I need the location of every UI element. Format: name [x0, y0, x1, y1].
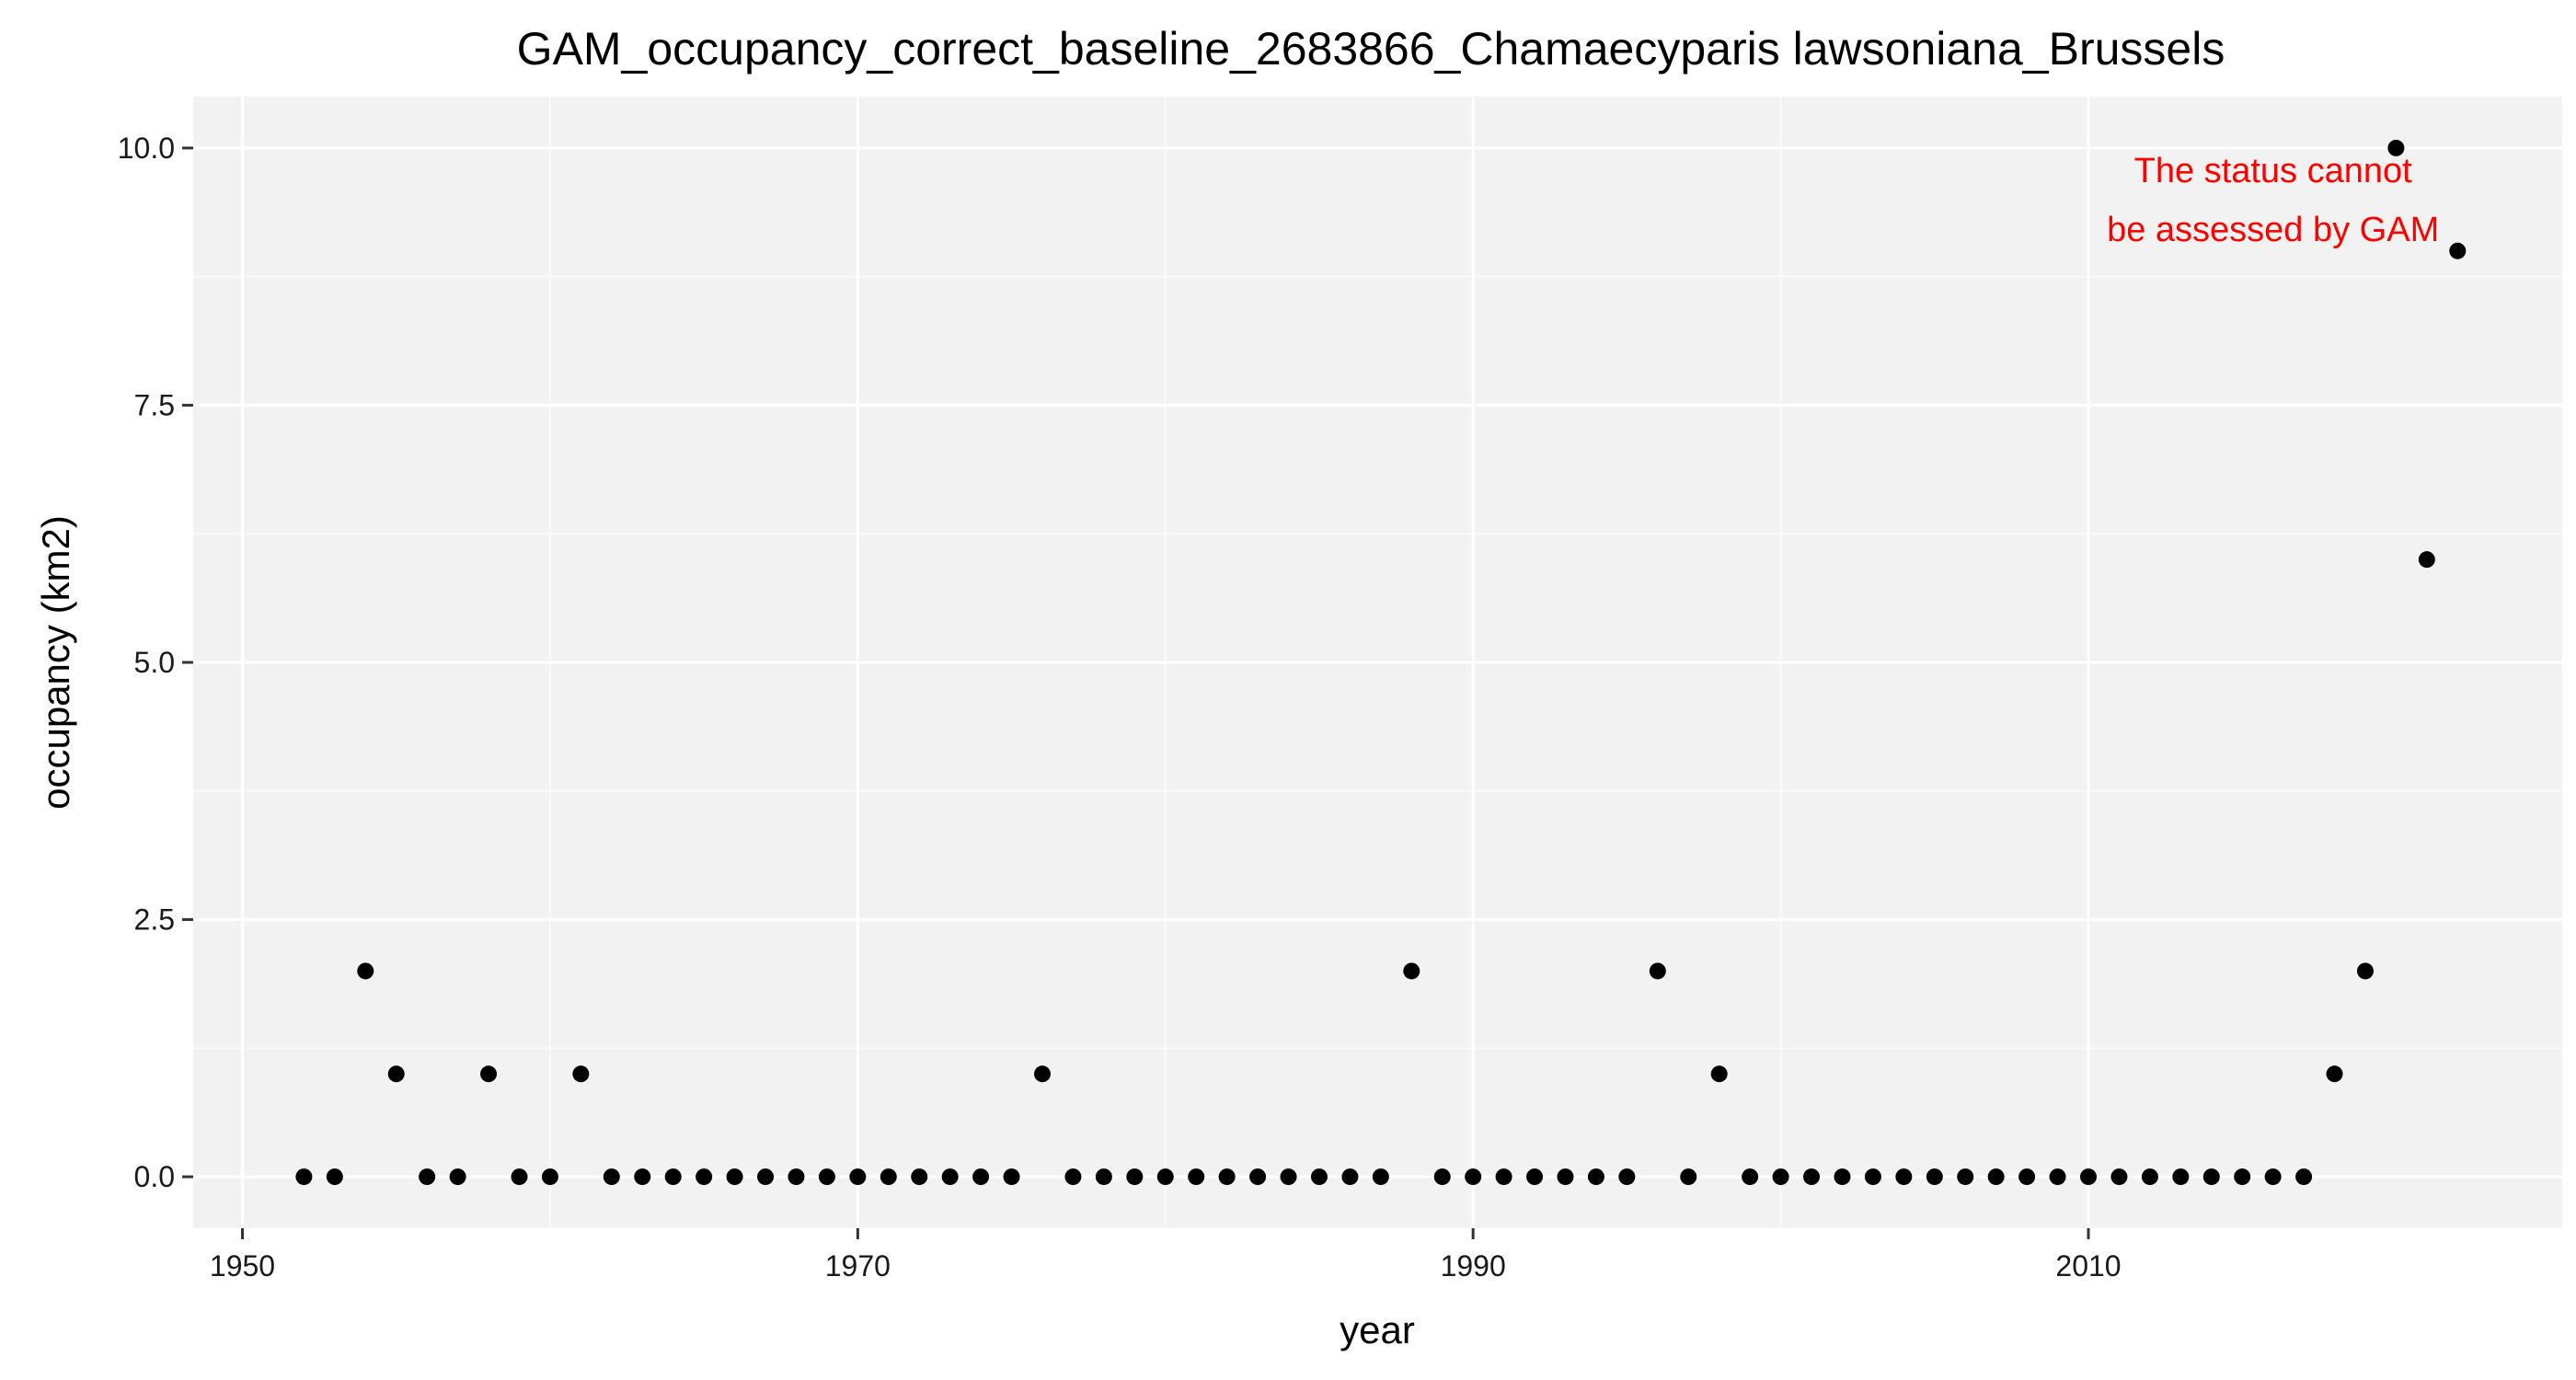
data-point: [357, 962, 374, 980]
data-point: [419, 1168, 436, 1186]
data-point: [1433, 1168, 1451, 1186]
x-axis: 1950 1970 1990 2010: [210, 1228, 2122, 1282]
data-point: [1126, 1168, 1144, 1186]
data-point: [1772, 1168, 1789, 1186]
data-point: [911, 1168, 928, 1186]
data-point: [818, 1168, 835, 1186]
data-point: [1280, 1168, 1297, 1186]
data-point: [2018, 1168, 2036, 1186]
data-point: [1156, 1168, 1174, 1186]
chart-title: GAM_occupancy_correct_baseline_2683866_C…: [517, 23, 2225, 75]
data-point: [664, 1168, 682, 1186]
data-point: [1649, 962, 1666, 980]
y-axis: 0.0 2.5 5.0 7.5 10.0: [118, 132, 193, 1193]
data-point: [2295, 1168, 2313, 1186]
data-point: [295, 1168, 313, 1186]
data-point: [2418, 551, 2435, 569]
data-point: [634, 1168, 651, 1186]
data-point: [541, 1168, 558, 1186]
annotation: The status cannot be assessed by GAM: [2107, 152, 2439, 249]
data-point: [1680, 1168, 1697, 1186]
data-point: [726, 1168, 743, 1186]
data-point: [2264, 1168, 2282, 1186]
data-point: [326, 1168, 343, 1186]
y-tick-label: 5.0: [134, 646, 175, 679]
y-tick-label: 7.5: [134, 388, 175, 421]
data-point: [1095, 1168, 1112, 1186]
data-point: [2110, 1168, 2128, 1186]
data-point: [387, 1065, 405, 1083]
data-point: [480, 1065, 498, 1083]
data-point: [1372, 1168, 1389, 1186]
annotation-line: be assessed by GAM: [2107, 211, 2439, 249]
x-tick-label: 1970: [825, 1249, 891, 1282]
data-point: [1249, 1168, 1267, 1186]
data-point: [2141, 1168, 2158, 1186]
data-point: [1033, 1065, 1051, 1083]
x-axis-title: year: [1340, 1308, 1415, 1351]
annotation-line: The status cannot: [2134, 152, 2413, 190]
data-point: [2202, 1168, 2220, 1186]
data-point: [1926, 1168, 1943, 1186]
data-points: [295, 139, 2467, 1186]
data-point: [511, 1168, 528, 1186]
data-point: [1987, 1168, 2005, 1186]
y-tick-label: 10.0: [118, 132, 175, 165]
data-point: [2449, 242, 2467, 259]
data-point: [788, 1168, 805, 1186]
data-point: [1403, 962, 1420, 980]
data-point: [1957, 1168, 1974, 1186]
data-point: [1064, 1168, 1082, 1186]
data-point: [880, 1168, 897, 1186]
x-tick-label: 1950: [210, 1249, 275, 1282]
data-point: [1557, 1168, 1574, 1186]
data-point: [1742, 1168, 1759, 1186]
data-point: [1710, 1065, 1728, 1083]
data-point: [1864, 1168, 1881, 1186]
data-point: [1587, 1168, 1604, 1186]
data-point: [2049, 1168, 2066, 1186]
data-point: [1310, 1168, 1328, 1186]
data-point: [1341, 1168, 1359, 1186]
data-point: [1618, 1168, 1636, 1186]
data-point: [572, 1065, 590, 1083]
data-point: [972, 1168, 990, 1186]
y-tick-label: 0.0: [134, 1160, 175, 1193]
x-tick-label: 2010: [2055, 1249, 2121, 1282]
x-tick-label: 1990: [1441, 1249, 1506, 1282]
data-point: [849, 1168, 867, 1186]
data-point: [2326, 1065, 2343, 1083]
data-point: [1895, 1168, 1913, 1186]
data-point: [2234, 1168, 2251, 1186]
data-point: [2356, 962, 2374, 980]
data-point: [696, 1168, 713, 1186]
data-point: [1003, 1168, 1020, 1186]
data-point: [1188, 1168, 1205, 1186]
data-point: [1495, 1168, 1512, 1186]
data-point: [1218, 1168, 1236, 1186]
data-point: [1465, 1168, 1482, 1186]
data-point: [1834, 1168, 1851, 1186]
data-point: [2387, 139, 2405, 156]
data-point: [2080, 1168, 2097, 1186]
y-tick-label: 2.5: [134, 903, 175, 937]
data-point: [449, 1168, 466, 1186]
data-point: [2172, 1168, 2190, 1186]
data-point: [603, 1168, 620, 1186]
data-point: [941, 1168, 959, 1186]
y-axis-title: occupancy (km2): [34, 515, 77, 810]
data-point: [757, 1168, 775, 1186]
data-point: [1803, 1168, 1821, 1186]
data-point: [1526, 1168, 1544, 1186]
